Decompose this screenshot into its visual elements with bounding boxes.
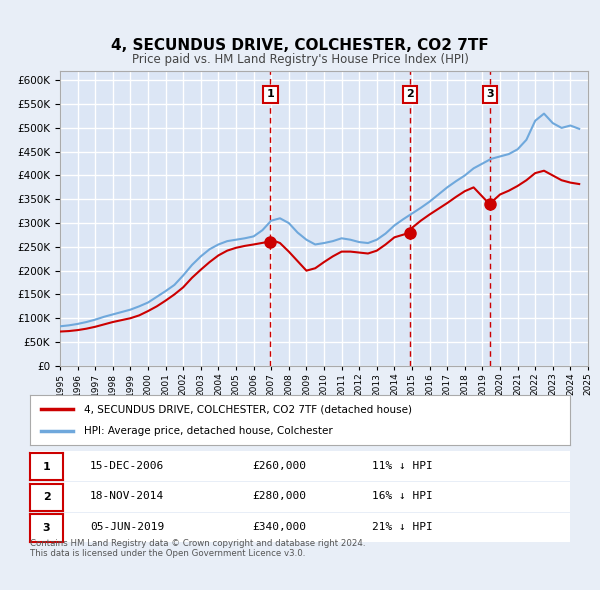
Text: £260,000: £260,000 (252, 461, 306, 470)
Text: £340,000: £340,000 (252, 522, 306, 532)
Text: 3: 3 (43, 523, 50, 533)
Text: 2: 2 (406, 90, 414, 99)
Text: 18-NOV-2014: 18-NOV-2014 (90, 491, 164, 501)
Text: 15-DEC-2006: 15-DEC-2006 (90, 461, 164, 470)
Text: 21% ↓ HPI: 21% ↓ HPI (372, 522, 433, 532)
Text: 16% ↓ HPI: 16% ↓ HPI (372, 491, 433, 501)
Text: 4, SECUNDUS DRIVE, COLCHESTER, CO2 7TF: 4, SECUNDUS DRIVE, COLCHESTER, CO2 7TF (111, 38, 489, 53)
Text: HPI: Average price, detached house, Colchester: HPI: Average price, detached house, Colc… (84, 427, 333, 437)
Text: 1: 1 (266, 90, 274, 99)
Text: Contains HM Land Registry data © Crown copyright and database right 2024.: Contains HM Land Registry data © Crown c… (30, 539, 365, 548)
Text: £280,000: £280,000 (252, 491, 306, 501)
Text: This data is licensed under the Open Government Licence v3.0.: This data is licensed under the Open Gov… (30, 549, 305, 558)
Text: 05-JUN-2019: 05-JUN-2019 (90, 522, 164, 532)
Text: 3: 3 (486, 90, 494, 99)
Text: 4, SECUNDUS DRIVE, COLCHESTER, CO2 7TF (detached house): 4, SECUNDUS DRIVE, COLCHESTER, CO2 7TF (… (84, 404, 412, 414)
Text: Price paid vs. HM Land Registry's House Price Index (HPI): Price paid vs. HM Land Registry's House … (131, 53, 469, 66)
Text: 1: 1 (43, 462, 50, 471)
Text: 2: 2 (43, 493, 50, 502)
Text: 11% ↓ HPI: 11% ↓ HPI (372, 461, 433, 470)
